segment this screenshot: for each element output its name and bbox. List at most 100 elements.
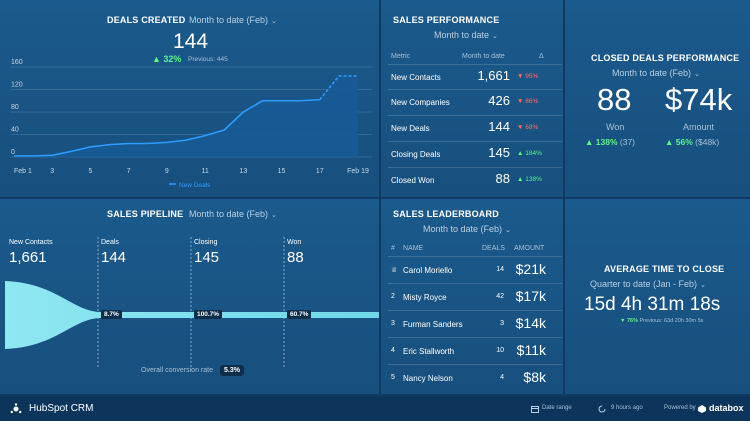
closed-deals-panel: CLOSED DEALS PERFORMANCE Month to date (… xyxy=(565,0,750,197)
stage-closing: Closing 145 xyxy=(194,239,219,266)
sales-pipeline-period[interactable]: Month to date (Feb) ⌄ xyxy=(189,209,277,219)
stage-value: 1,661 xyxy=(9,249,47,266)
sales-leaderboard-panel: SALES LEADERBOARD Month to date (Feb) ⌄ #… xyxy=(381,199,563,394)
avg-time-value: 15d 4h 31m 18s xyxy=(584,294,721,315)
rep-name: Carol Moriello xyxy=(403,266,453,275)
table-row: New Contacts 1,661 ▼ 95% xyxy=(388,64,562,89)
closed-deals-period[interactable]: Month to date (Feb) ⌄ xyxy=(612,68,700,78)
metric-name: New Companies xyxy=(391,98,450,107)
x-tick-label: 5 xyxy=(88,168,92,175)
col-amount: AMOUNT xyxy=(514,245,545,252)
y-tick-label: 120 xyxy=(11,82,23,89)
powered-by: Powered by xyxy=(664,405,696,411)
rep-amount: $14k xyxy=(515,315,546,331)
stage-value: 88 xyxy=(287,249,304,266)
databox-brand[interactable]: databox xyxy=(709,403,744,413)
stage-new-contacts: New Contacts 1,661 xyxy=(9,239,53,266)
legend-label: New Deals xyxy=(179,182,211,189)
sales-leaderboard-period-label: Month to date (Feb) xyxy=(423,224,503,234)
rep-deals: 14 xyxy=(496,266,504,273)
won-value: 88 xyxy=(597,82,632,117)
list-item: 5 Nancy Nelson 4 $8k xyxy=(388,364,562,394)
list-item: 4 Eric Stallworth 10 $11k xyxy=(388,337,562,364)
series-area xyxy=(14,76,358,157)
avg-time-period[interactable]: Quarter to date (Jan - Feb) ⌄ xyxy=(590,279,706,289)
metric-value: 426 xyxy=(488,93,510,108)
stage-won: Won 88 xyxy=(287,239,304,266)
series-line-projection xyxy=(319,75,358,101)
metric-value: 144 xyxy=(488,119,510,134)
avg-time-change: ▼ 76% Previous: 63d 20h 30m 5s xyxy=(620,318,703,324)
chevron-down-icon: ⌄ xyxy=(271,212,277,219)
sales-pipeline-panel: SALES PIPELINE Month to date (Feb) ⌄ New … xyxy=(0,199,379,394)
sales-performance-panel: SALES PERFORMANCE Month to date ⌄ Metric … xyxy=(381,0,563,197)
amount-change: ▲ 56% ($48k) xyxy=(665,137,719,147)
rep-name: Misty Royce xyxy=(403,293,447,302)
won-previous: (37) xyxy=(619,137,636,147)
last-updated: 9 hours ago xyxy=(611,405,643,411)
hubspot-logo-icon xyxy=(10,403,22,414)
list-item: 3 Furman Sanders 3 $14k xyxy=(388,310,562,337)
sales-performance-title: SALES PERFORMANCE xyxy=(393,15,500,25)
x-tick-label: 7 xyxy=(127,168,131,175)
avg-time-period-label: Quarter to date (Jan - Feb) xyxy=(590,279,698,289)
funnel-shape xyxy=(5,281,379,349)
deals-created-period[interactable]: Month to date (Feb) ⌄ xyxy=(189,15,277,25)
pipeline-funnel xyxy=(5,237,379,369)
metric-delta: ▲ 184% xyxy=(517,150,542,157)
amount-value: $74k xyxy=(665,82,733,117)
avg-time-panel: AVERAGE TIME TO CLOSE Quarter to date (J… xyxy=(565,199,750,394)
stage-label: Closing xyxy=(194,239,218,246)
deals-created-panel: DEALS CREATED Month to date (Feb) ⌄ 144 ▲… xyxy=(0,0,379,197)
chevron-down-icon: ⌄ xyxy=(505,227,511,234)
table-row: New Companies 426 ▼ 86% xyxy=(388,89,562,114)
closed-deals-period-label: Month to date (Feb) xyxy=(612,68,692,78)
deals-created-title: DEALS CREATED xyxy=(107,15,186,25)
metric-value: 88 xyxy=(495,171,510,186)
sales-performance-period-label: Month to date xyxy=(434,30,490,40)
deals-created-value: 144 xyxy=(173,30,209,53)
y-tick-label: 0 xyxy=(11,149,15,156)
closed-deals-title: CLOSED DEALS PERFORMANCE xyxy=(591,53,740,63)
amount-previous: ($48k) xyxy=(695,137,720,147)
chevron-down-icon: ⌄ xyxy=(700,282,706,289)
calendar-icon xyxy=(531,406,539,413)
rep-rank: 3 xyxy=(391,320,395,327)
metric-delta: ▼ 68% xyxy=(517,124,539,131)
list-item: 2 Misty Royce 42 $17k xyxy=(388,283,562,310)
rep-name: Furman Sanders xyxy=(403,320,463,329)
col-month-to-date: Month to date xyxy=(462,53,505,60)
avg-time-previous: Previous: 63d 20h 30m 5s xyxy=(639,318,704,324)
stage-value: 145 xyxy=(194,249,220,266)
trophy-icon: ♕ xyxy=(391,267,398,274)
sales-pipeline-title: SALES PIPELINE xyxy=(107,209,184,219)
rep-amount: $11k xyxy=(516,342,546,358)
x-tick-label: 3 xyxy=(50,168,54,175)
chevron-down-icon: ⌄ xyxy=(694,71,700,78)
col-delta: Δ xyxy=(539,53,544,60)
sales-leaderboard-title: SALES LEADERBOARD xyxy=(393,209,499,219)
rep-deals: 10 xyxy=(496,347,504,354)
won-change: ▲ 138% (37) xyxy=(585,137,635,147)
x-tick-label: 9 xyxy=(165,168,169,175)
sales-performance-period[interactable]: Month to date ⌄ xyxy=(434,30,498,40)
avg-time-title: AVERAGE TIME TO CLOSE xyxy=(604,264,725,274)
metric-delta: ▼ 95% xyxy=(517,73,539,80)
conversion-badge: 8.7% xyxy=(101,310,122,319)
stage-label: Deals xyxy=(101,239,119,246)
table-row: Closed Won 88 ▲ 138% xyxy=(388,167,562,192)
rep-rank: 4 xyxy=(391,347,395,354)
x-tick-label: 13 xyxy=(239,168,247,175)
col-rank: # xyxy=(391,245,395,252)
overall-conversion-label: Overall conversion rate xyxy=(141,367,213,374)
rep-rank: 5 xyxy=(391,374,395,381)
metric-name: Closed Won xyxy=(391,176,435,185)
sales-leaderboard-period[interactable]: Month to date (Feb) ⌄ xyxy=(423,224,511,234)
metric-name: Closing Deals xyxy=(391,150,441,159)
rep-deals: 3 xyxy=(500,320,504,327)
chevron-down-icon: ⌄ xyxy=(492,33,498,40)
rep-deals: 4 xyxy=(500,374,504,381)
date-range[interactable]: Date range xyxy=(542,405,572,411)
table-row: New Deals 144 ▼ 68% xyxy=(388,115,562,140)
rep-name: Eric Stallworth xyxy=(403,347,455,356)
